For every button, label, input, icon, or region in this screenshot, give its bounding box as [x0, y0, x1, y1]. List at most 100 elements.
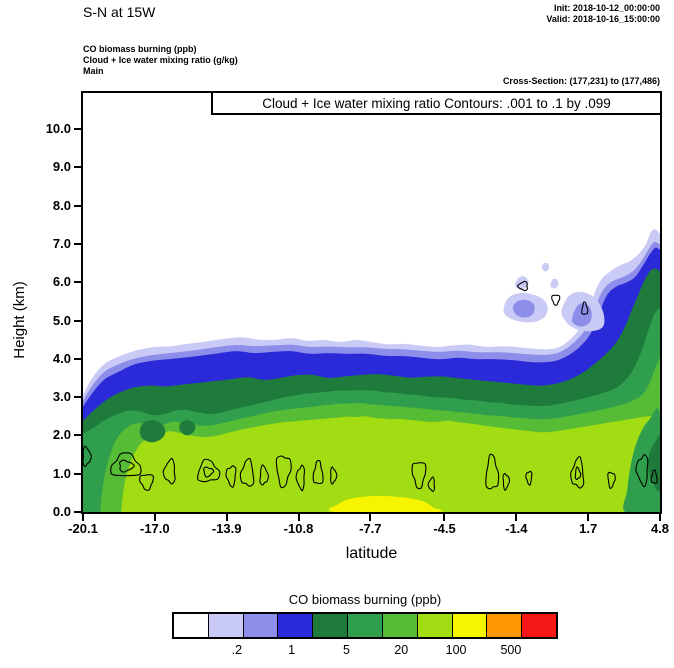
cloud-contour [574, 466, 582, 481]
colorbar-tick-labels: .2 1 5 20 100 500 [172, 643, 558, 658]
cloud-contour [196, 458, 221, 483]
contour-field-label: Cloud + Ice water mixing ratio (g/kg) [83, 55, 238, 65]
x-tick [515, 514, 518, 521]
colorbar [172, 612, 558, 639]
cloud-contour [83, 445, 92, 468]
co-patch-cloud-shelf-b-periwinkle [571, 303, 592, 327]
x-axis-title: latitude [345, 545, 398, 562]
colorbar-title: CO biomass burning (ppb) [288, 592, 442, 607]
y-tick [74, 472, 82, 475]
colorbar-tick-label: 500 [500, 643, 522, 657]
y-tick [74, 242, 82, 245]
x-tick [297, 514, 300, 521]
x-tick-label: -20.1 [68, 521, 98, 536]
y-tick [74, 204, 82, 207]
colorbar-cell [417, 614, 453, 637]
fill-field-label: CO biomass burning (ppb) [83, 44, 197, 54]
x-tick [369, 514, 372, 521]
y-tick [74, 128, 82, 130]
y-tick-label: 10.0 [45, 121, 71, 136]
co-patch-cloud-shelf-a-periwinkle [512, 299, 535, 318]
y-tick [74, 357, 82, 360]
cloud-contour [203, 466, 215, 478]
colorbar-cell [348, 614, 383, 637]
y-tick-label: 6.0 [52, 274, 71, 290]
y-tick [74, 511, 82, 513]
cloud-contour [635, 453, 649, 488]
x-tick [153, 514, 156, 521]
x-tick-label: -13.9 [211, 521, 242, 536]
x-tick [225, 514, 228, 521]
cloud-contour [581, 301, 589, 315]
colorbar-cell [208, 614, 244, 637]
contour-field [83, 93, 660, 512]
cloud-contour [225, 465, 237, 488]
co-patch-yellow-surface [328, 495, 443, 512]
field-legend: CO biomass burning (ppb) Cloud + Ice wat… [83, 44, 238, 77]
y-tick [74, 281, 82, 284]
colorbar-tick-label: 100 [445, 643, 467, 657]
co-patch-lavender-dot-3 [541, 262, 550, 272]
colorbar-tick-label: 20 [394, 643, 409, 657]
x-tick-label: -17.0 [140, 521, 170, 536]
colorbar-cell [522, 614, 556, 637]
co-patch-lavender-dot-2 [550, 278, 559, 289]
x-tick-label: 1.7 [579, 521, 598, 536]
y-tick-label: 1.0 [52, 465, 71, 481]
colorbar-cell [452, 614, 488, 637]
y-axis-title: Height (km) [11, 281, 28, 359]
y-tick-label: 8.0 [52, 197, 71, 213]
cloud-contour [502, 472, 511, 491]
colorbar-cell [313, 614, 349, 637]
cloud-contour [239, 457, 255, 487]
cloud-contour [139, 474, 154, 491]
x-tick-label: -4.5 [433, 521, 456, 536]
x-tick-label: 4.8 [650, 521, 670, 536]
colorbar-cell [487, 614, 523, 637]
y-tick [74, 319, 82, 322]
cross-section-label: Cross-Section: (177,231) to (177,486) [502, 76, 660, 86]
colorbar-cell [278, 614, 314, 637]
domain-label: Main [83, 66, 104, 76]
y-tick [74, 396, 82, 399]
x-tick-label: -10.8 [283, 521, 314, 536]
cloud-contour [551, 294, 561, 306]
x-tick [659, 514, 661, 521]
cloud-contour [259, 464, 269, 486]
cloud-contour [330, 466, 338, 485]
y-tick [74, 434, 82, 437]
cloud-contour [119, 459, 135, 473]
plot-title: S-N at 15W [83, 4, 156, 20]
y-tick-label: 7.0 [52, 235, 71, 251]
y-tick-label: 5.0 [52, 312, 71, 328]
cloud-contour [607, 471, 616, 489]
co-band-chartreuse [83, 415, 660, 512]
colorbar-tick-label: 5 [342, 643, 350, 657]
y-tick [74, 166, 82, 169]
x-tick [443, 514, 446, 521]
cloud-contour [570, 456, 585, 489]
colorbar-cell [243, 614, 279, 637]
cloud-contour [110, 452, 142, 477]
x-tick-label: -1.4 [505, 521, 528, 536]
y-tick-label: 4.0 [52, 350, 71, 366]
x-tick [587, 514, 590, 521]
cloud-contour [275, 455, 292, 489]
cloud-contour [485, 453, 500, 490]
y-tick-label: 2.0 [52, 427, 71, 443]
cloud-contour [650, 469, 658, 484]
cloud-contour [162, 457, 176, 485]
cloud-contour [411, 462, 427, 490]
x-tick [82, 514, 84, 521]
y-tick-label: 0.0 [52, 504, 71, 519]
plot-area: Cloud + Ice water mixing ratio Contours:… [81, 91, 662, 514]
cloud-contour [517, 280, 529, 292]
co-patch-green-mid-bottom-right [623, 408, 660, 512]
y-tick-label: 9.0 [52, 159, 71, 175]
colorbar-cell [174, 614, 209, 637]
cloud-contour [312, 459, 324, 485]
colorbar-tick-label: .2 [231, 643, 243, 657]
cloud-contour [295, 464, 306, 492]
colorbar-cell [382, 614, 418, 637]
